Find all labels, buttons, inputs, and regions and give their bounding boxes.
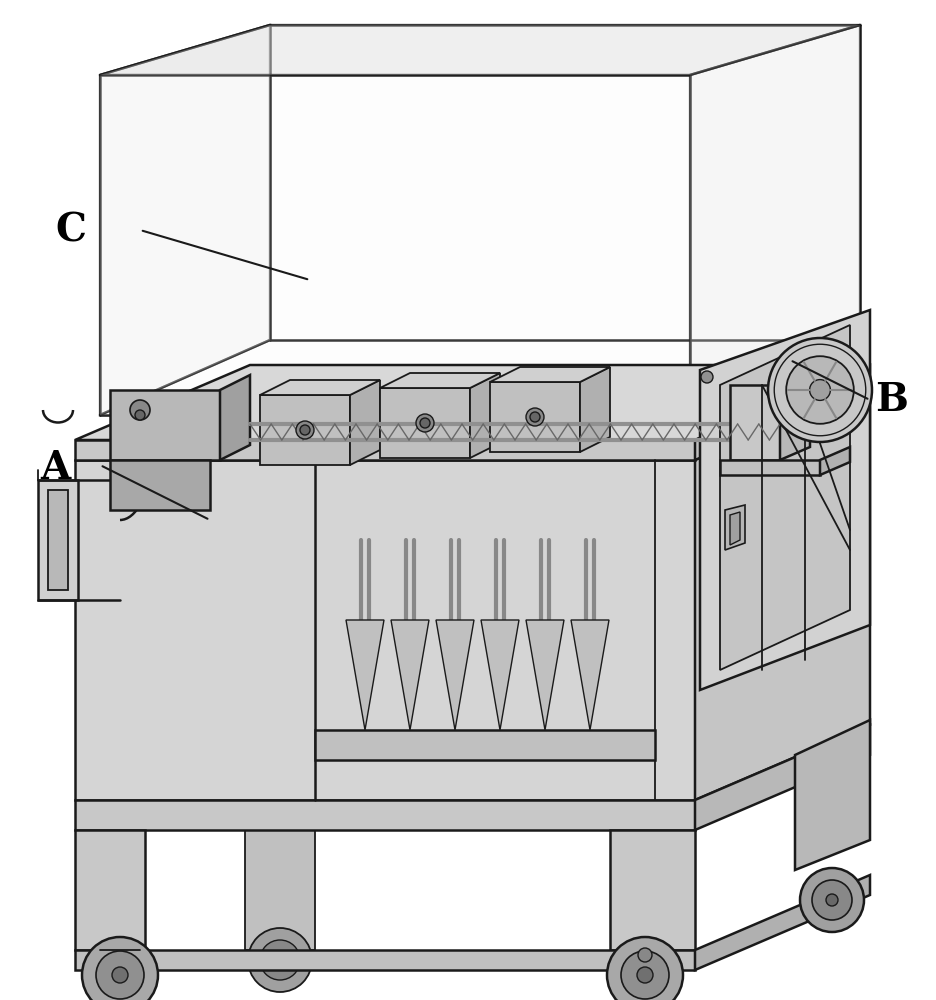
Polygon shape xyxy=(490,367,609,382)
Polygon shape xyxy=(490,382,579,452)
Polygon shape xyxy=(570,620,608,730)
Polygon shape xyxy=(699,310,869,690)
Polygon shape xyxy=(259,395,350,465)
Polygon shape xyxy=(100,25,270,415)
Polygon shape xyxy=(244,830,314,950)
Circle shape xyxy=(112,967,128,983)
Polygon shape xyxy=(819,447,849,475)
Circle shape xyxy=(525,408,544,426)
Circle shape xyxy=(296,421,314,439)
Circle shape xyxy=(812,880,851,920)
Circle shape xyxy=(135,410,145,420)
Circle shape xyxy=(607,937,682,1000)
Polygon shape xyxy=(695,385,869,800)
Polygon shape xyxy=(794,720,869,870)
Polygon shape xyxy=(75,950,695,970)
Circle shape xyxy=(636,967,652,983)
Circle shape xyxy=(248,928,312,992)
Polygon shape xyxy=(695,875,869,970)
Polygon shape xyxy=(380,388,470,458)
Polygon shape xyxy=(719,325,849,670)
Circle shape xyxy=(130,400,150,420)
Polygon shape xyxy=(380,373,500,388)
Polygon shape xyxy=(110,460,210,510)
Polygon shape xyxy=(435,620,474,730)
Polygon shape xyxy=(48,490,68,590)
Polygon shape xyxy=(579,367,609,452)
Circle shape xyxy=(95,951,144,999)
Circle shape xyxy=(826,894,837,906)
Text: A: A xyxy=(40,449,70,487)
Polygon shape xyxy=(38,480,78,600)
Polygon shape xyxy=(695,725,869,830)
Polygon shape xyxy=(350,380,380,465)
Circle shape xyxy=(621,951,668,999)
Polygon shape xyxy=(609,830,695,950)
Polygon shape xyxy=(100,75,689,415)
Circle shape xyxy=(82,937,158,1000)
Polygon shape xyxy=(220,375,250,460)
Polygon shape xyxy=(689,25,859,415)
Text: B: B xyxy=(874,381,907,419)
Polygon shape xyxy=(259,380,380,395)
Polygon shape xyxy=(390,620,429,730)
Polygon shape xyxy=(729,385,779,460)
Polygon shape xyxy=(75,365,869,440)
Circle shape xyxy=(768,338,871,442)
Polygon shape xyxy=(480,620,519,730)
Polygon shape xyxy=(470,373,500,458)
Polygon shape xyxy=(695,365,869,460)
Polygon shape xyxy=(110,390,220,460)
Polygon shape xyxy=(75,460,695,800)
Polygon shape xyxy=(100,25,859,75)
Polygon shape xyxy=(525,620,563,730)
Circle shape xyxy=(416,414,433,432)
Circle shape xyxy=(419,418,430,428)
Circle shape xyxy=(785,356,853,424)
Polygon shape xyxy=(729,512,739,545)
Polygon shape xyxy=(779,372,809,460)
Polygon shape xyxy=(75,830,145,950)
Circle shape xyxy=(809,380,829,400)
Circle shape xyxy=(799,868,863,932)
Circle shape xyxy=(530,412,539,422)
Polygon shape xyxy=(75,800,695,830)
Polygon shape xyxy=(724,505,744,550)
Polygon shape xyxy=(345,620,384,730)
Circle shape xyxy=(637,948,651,962)
Text: C: C xyxy=(55,211,86,249)
Polygon shape xyxy=(314,730,654,760)
Circle shape xyxy=(300,425,310,435)
Polygon shape xyxy=(75,440,695,460)
Circle shape xyxy=(259,940,300,980)
Polygon shape xyxy=(719,460,819,475)
Circle shape xyxy=(700,371,712,383)
